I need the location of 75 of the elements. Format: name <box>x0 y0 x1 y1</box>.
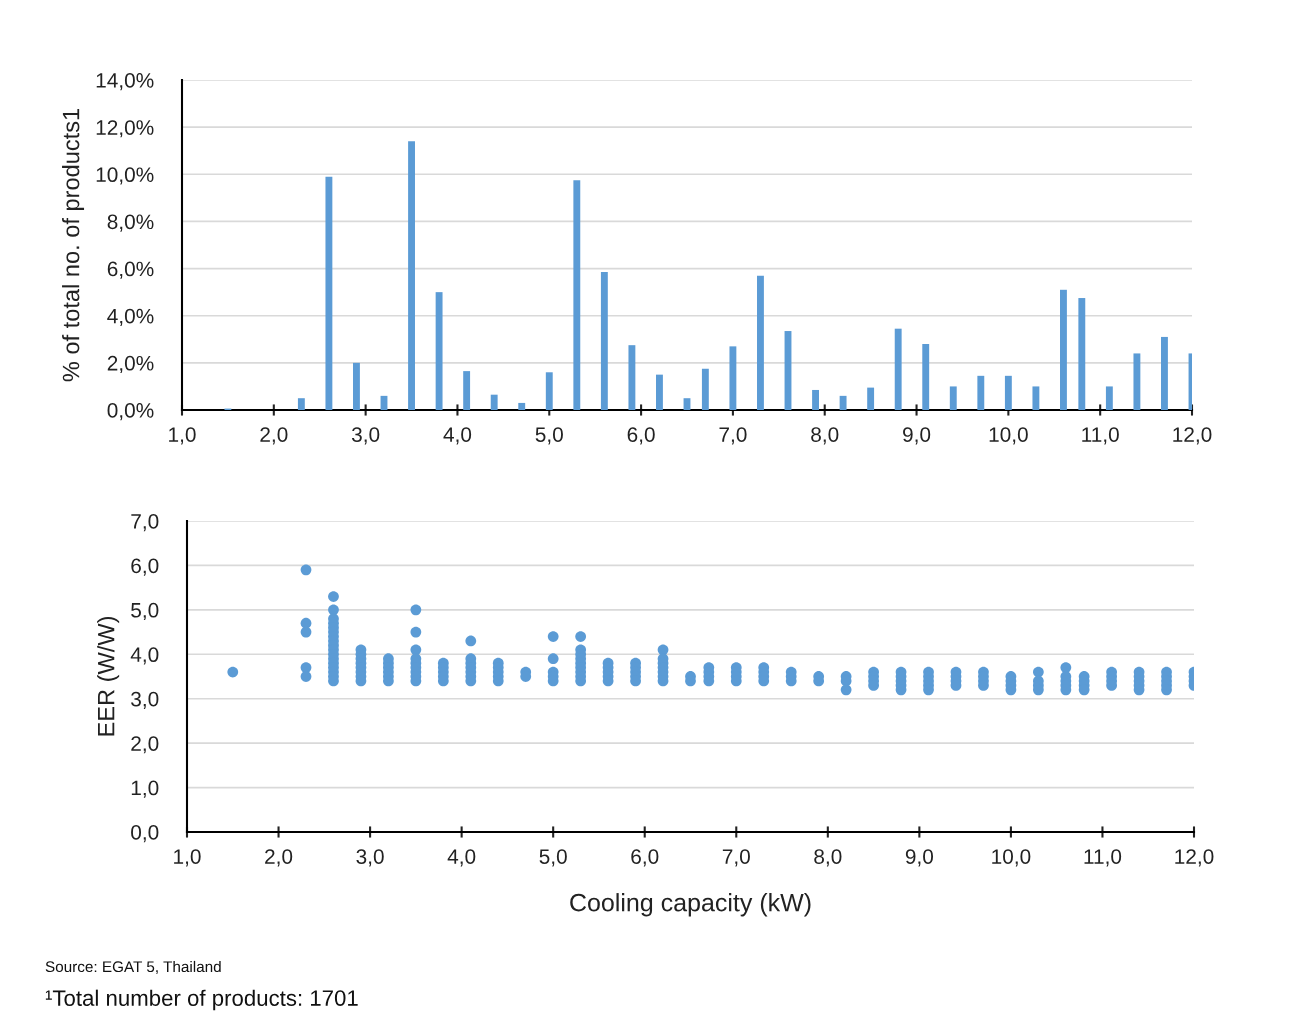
y-tick-label: 4,0% <box>107 308 154 326</box>
bar <box>949 386 957 410</box>
bar <box>1105 386 1113 410</box>
y-tick-label: 4,0 <box>130 647 159 665</box>
y-tick-label: 8,0% <box>107 214 154 232</box>
bar <box>573 180 581 410</box>
x-tick-label: 12,0 <box>1175 849 1214 867</box>
y-tick-label: 0,0 <box>131 825 159 843</box>
y-tick-label: 0,0% <box>107 403 154 421</box>
x-axis-title: Cooling capacity (kW) <box>570 893 811 917</box>
bar <box>325 176 333 410</box>
x-tick-label: 1,0 <box>169 427 196 445</box>
bar <box>463 371 471 410</box>
bar <box>812 389 819 410</box>
x-tick-label: 5,0 <box>539 849 567 867</box>
bar <box>867 387 875 410</box>
y-tick-label: 5,0 <box>131 602 159 621</box>
y-axis-title: EER (W/W) <box>97 616 120 736</box>
bar <box>757 275 764 410</box>
y-tick-label: 2,0% <box>107 355 154 374</box>
bar <box>408 141 415 410</box>
bar <box>628 345 636 410</box>
bar <box>894 328 902 410</box>
bar <box>490 394 498 410</box>
x-tick-label: 4,0 <box>447 849 476 867</box>
x-tick-label: 1,0 <box>174 849 201 867</box>
x-tick-label: 11,0 <box>1084 849 1122 867</box>
y-tick-label: 10,0% <box>96 167 154 185</box>
x-tick-label: 10,0 <box>989 427 1028 445</box>
bar <box>1004 375 1012 410</box>
y-tick-label: 3,0 <box>131 691 159 709</box>
bar <box>839 395 847 410</box>
y-tick-label: 14,0% <box>96 73 154 91</box>
bar <box>600 272 608 410</box>
x-tick-label: 8,0 <box>814 849 842 867</box>
source-note: Source: EGAT 5, Thailand <box>45 960 221 974</box>
x-tick-label: 6,0 <box>631 849 659 867</box>
bar <box>729 346 737 410</box>
bar <box>1078 298 1086 410</box>
y-axis-title: % of total no. of products1 <box>62 108 85 382</box>
x-tick-label: 9,0 <box>905 849 934 867</box>
bar <box>353 362 360 410</box>
x-tick-label: 2,0 <box>260 427 288 445</box>
y-tick-label: 7,0 <box>131 514 159 532</box>
bar <box>977 375 985 410</box>
y-tick-label: 12,0% <box>96 120 154 138</box>
bar <box>1060 289 1067 410</box>
x-tick-label: 10,0 <box>992 849 1031 867</box>
y-tick-label: 1,0 <box>131 780 159 798</box>
bar <box>1133 353 1141 410</box>
x-tick-label: 7,0 <box>719 427 747 445</box>
x-tick-label: 3,0 <box>351 427 380 445</box>
x-tick-label: 7,0 <box>722 849 750 867</box>
bar <box>545 372 553 410</box>
y-tick-label: 2,0 <box>131 736 159 754</box>
x-tick-label: 5,0 <box>535 427 563 445</box>
x-tick-label: 12,0 <box>1173 427 1212 445</box>
y-tick-label: 6,0% <box>107 261 154 279</box>
x-tick-label: 4,0 <box>443 427 472 445</box>
bar <box>656 374 663 410</box>
x-tick-label: 8,0 <box>811 427 839 445</box>
y-tick-label: 6,0 <box>131 558 159 576</box>
bar <box>1161 336 1168 410</box>
text: ¹Total number of products: 1701 <box>45 989 358 1011</box>
x-tick-label: 9,0 <box>903 427 931 445</box>
bar <box>297 398 305 410</box>
bar <box>922 344 930 410</box>
bar <box>701 368 709 410</box>
bar <box>435 292 443 410</box>
x-tick-label: 3,0 <box>356 849 384 867</box>
x-tick-label: 6,0 <box>627 427 655 445</box>
bar <box>1032 386 1040 410</box>
bar <box>518 402 526 410</box>
x-tick-label: 11,0 <box>1082 427 1119 445</box>
x-tick-label: 2,0 <box>265 849 293 867</box>
